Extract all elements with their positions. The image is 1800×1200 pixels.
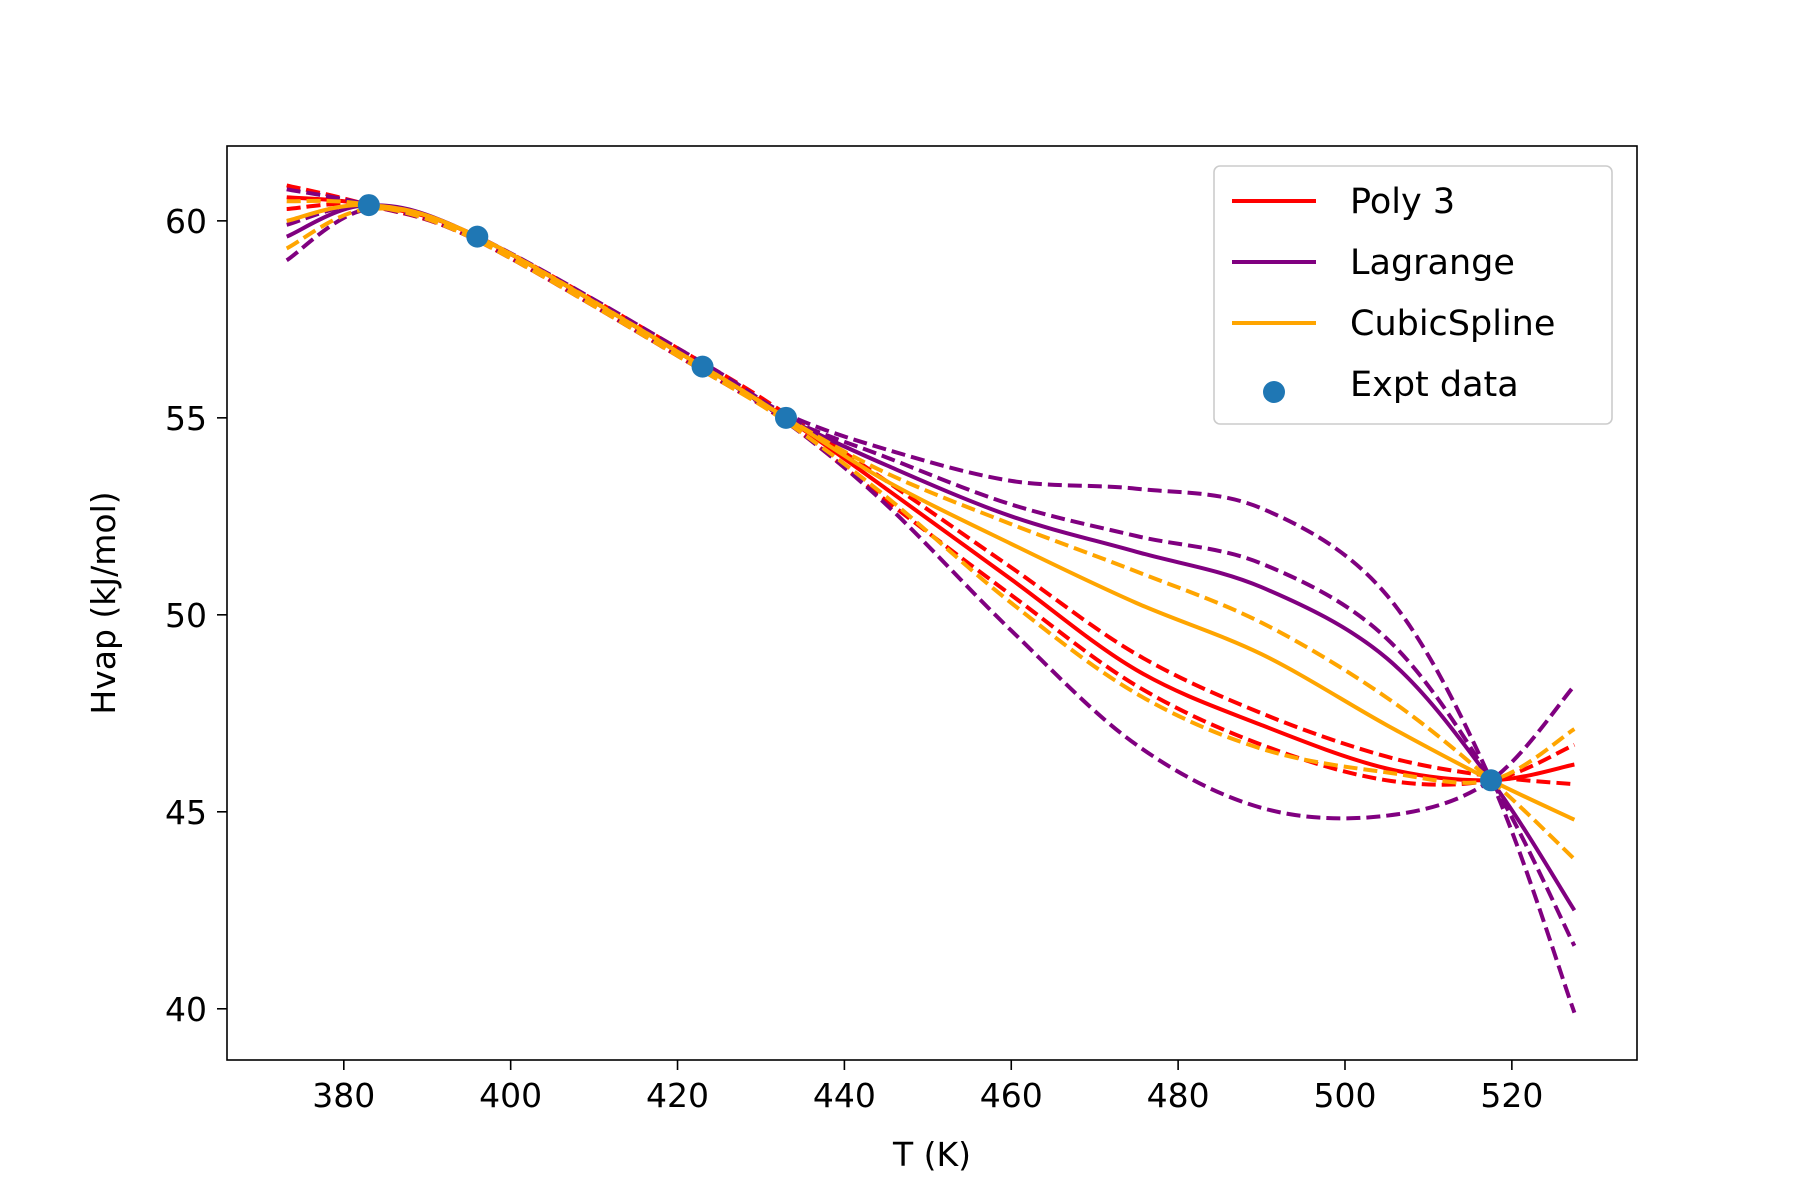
x-tick-label: 520	[1480, 1076, 1543, 1115]
expt-points-layer	[357, 194, 1502, 792]
x-tick-label: 440	[813, 1076, 876, 1115]
y-axis-label: Hvap (kJ/mol)	[84, 491, 123, 714]
legend-label-2: CubicSpline	[1350, 304, 1555, 344]
series-line-cubicspline-9	[286, 198, 1576, 785]
legend-box	[1213, 165, 1613, 425]
y-axis-ticks: 40 45 50 55 60	[165, 202, 227, 1029]
x-tick-label: 380	[312, 1076, 375, 1115]
x-tick-label: 500	[1313, 1076, 1376, 1115]
x-axis-label: T (K)	[892, 1135, 971, 1174]
expt-data-point-0	[357, 194, 380, 217]
y-tick-label: 45	[165, 793, 207, 832]
expt-data-point-3	[774, 406, 797, 429]
plot-area-frame	[226, 145, 1638, 1061]
x-tick-label: 420	[646, 1076, 709, 1115]
x-axis-ticks: 380 400 420 440 460 480 500 520	[312, 1060, 1543, 1115]
expt-data-point-2	[691, 355, 714, 378]
expt-data-point-4	[1479, 769, 1502, 792]
y-tick-label: 55	[165, 399, 207, 438]
legend-label-3: Expt data	[1350, 365, 1519, 405]
legend-swatch-3	[1263, 381, 1285, 403]
expt-data-point-1	[466, 225, 489, 248]
x-tick-label: 400	[479, 1076, 542, 1115]
series-line-poly-3-2	[286, 201, 1575, 787]
y-tick-label: 60	[165, 202, 207, 241]
y-tick-label: 50	[165, 596, 207, 635]
legend-label-1: Lagrange	[1350, 243, 1515, 283]
x-tick-label: 460	[980, 1076, 1043, 1115]
legend-label-0: Poly 3	[1350, 182, 1455, 222]
legend: Poly 3 Lagrange CubicSpline Expt data	[1213, 165, 1613, 425]
y-tick-label: 40	[165, 990, 207, 1029]
x-tick-label: 480	[1147, 1076, 1210, 1115]
